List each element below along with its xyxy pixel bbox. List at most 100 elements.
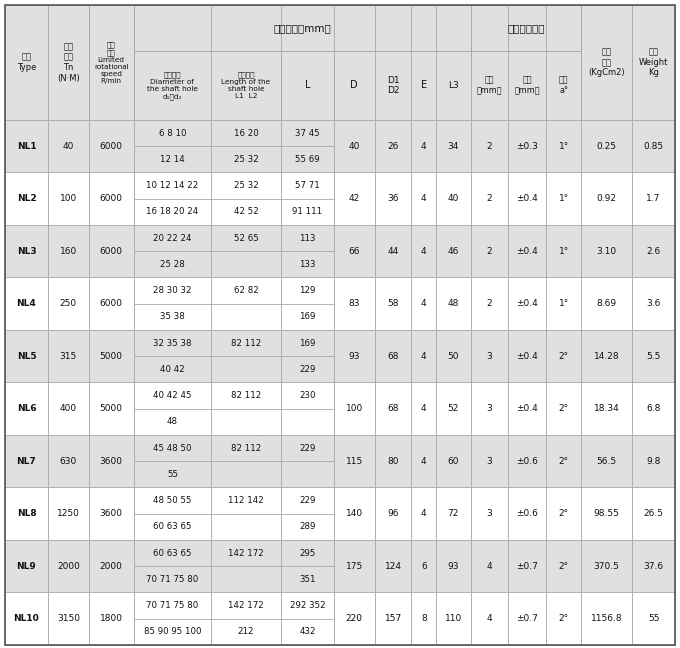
Bar: [375, 330, 411, 382]
Text: 157: 157: [384, 614, 402, 623]
Bar: [5, 120, 48, 172]
Text: 0.85: 0.85: [643, 142, 664, 150]
Bar: [48, 5, 89, 120]
Text: 25 28: 25 28: [160, 260, 185, 269]
Text: 70 71 75 80: 70 71 75 80: [146, 575, 199, 584]
Text: ±0.4: ±0.4: [516, 194, 538, 203]
Text: 轴孔直径
Diameter of
the shaft hole
d₁、d₂: 轴孔直径 Diameter of the shaft hole d₁、d₂: [147, 71, 198, 100]
Text: 3: 3: [486, 404, 492, 413]
Text: 4: 4: [421, 457, 426, 466]
Text: 4: 4: [421, 404, 426, 413]
Bar: [581, 382, 632, 435]
Text: 66: 66: [349, 247, 360, 256]
Text: 2.6: 2.6: [647, 247, 661, 256]
Bar: [89, 435, 134, 487]
Bar: [436, 51, 471, 120]
Bar: [546, 172, 581, 225]
Bar: [334, 592, 375, 645]
Bar: [89, 172, 134, 225]
Bar: [471, 5, 581, 51]
Bar: [211, 330, 281, 382]
Bar: [281, 382, 334, 435]
Text: 229: 229: [299, 365, 316, 374]
Text: 52: 52: [447, 404, 459, 413]
Text: 60 63 65: 60 63 65: [153, 522, 192, 531]
Bar: [375, 382, 411, 435]
Bar: [411, 592, 436, 645]
Bar: [471, 172, 507, 225]
Bar: [281, 330, 334, 382]
Bar: [89, 592, 134, 645]
Bar: [471, 592, 507, 645]
Text: 质量
Weight
Kg: 质量 Weight Kg: [639, 47, 668, 77]
Text: 1°: 1°: [558, 194, 568, 203]
Text: 124: 124: [385, 562, 402, 571]
Text: 2: 2: [486, 142, 492, 150]
Bar: [211, 592, 281, 645]
Text: 45 48 50: 45 48 50: [153, 444, 192, 452]
Bar: [5, 487, 48, 540]
Text: 4: 4: [421, 509, 426, 518]
Text: 5000: 5000: [100, 404, 122, 413]
Bar: [134, 51, 211, 120]
Bar: [334, 120, 375, 172]
Bar: [334, 172, 375, 225]
Bar: [546, 330, 581, 382]
Text: 229: 229: [299, 444, 316, 452]
Bar: [581, 120, 632, 172]
Text: 96: 96: [388, 509, 399, 518]
Text: 315: 315: [60, 352, 77, 361]
Text: 4: 4: [421, 352, 426, 361]
Text: ±0.6: ±0.6: [516, 509, 538, 518]
Text: D: D: [350, 80, 358, 91]
Bar: [581, 487, 632, 540]
Text: 40: 40: [447, 194, 459, 203]
Text: 62 82: 62 82: [234, 286, 258, 295]
Bar: [89, 330, 134, 382]
Text: 2°: 2°: [558, 457, 568, 466]
Text: 18.34: 18.34: [594, 404, 619, 413]
Text: 1800: 1800: [100, 614, 122, 623]
Bar: [581, 592, 632, 645]
Text: 0.92: 0.92: [596, 194, 617, 203]
Bar: [411, 120, 436, 172]
Text: 42: 42: [349, 194, 360, 203]
Text: 最大尺寸偏差: 最大尺寸偏差: [507, 23, 545, 33]
Text: NL2: NL2: [16, 194, 36, 203]
Text: 3: 3: [486, 457, 492, 466]
Text: 68: 68: [388, 352, 399, 361]
Text: 12 14: 12 14: [160, 155, 185, 164]
Bar: [48, 277, 89, 330]
Text: 6000: 6000: [100, 299, 122, 308]
Bar: [546, 592, 581, 645]
Text: 85 90 95 100: 85 90 95 100: [143, 627, 201, 636]
Text: 80: 80: [388, 457, 399, 466]
Text: 36: 36: [388, 194, 399, 203]
Text: 6: 6: [421, 562, 426, 571]
Bar: [89, 540, 134, 592]
Bar: [507, 172, 546, 225]
Bar: [281, 435, 334, 487]
Bar: [546, 120, 581, 172]
Bar: [507, 277, 546, 330]
Text: 142 172: 142 172: [228, 601, 264, 610]
Bar: [211, 225, 281, 277]
Text: 5000: 5000: [100, 352, 122, 361]
Text: 50: 50: [447, 352, 459, 361]
Text: 100: 100: [345, 404, 363, 413]
Text: 100: 100: [60, 194, 77, 203]
Text: 4: 4: [421, 299, 426, 308]
Bar: [48, 225, 89, 277]
Bar: [436, 330, 471, 382]
Text: 2: 2: [486, 194, 492, 203]
Bar: [48, 435, 89, 487]
Text: ±0.6: ±0.6: [516, 457, 538, 466]
Text: 35 38: 35 38: [160, 312, 185, 321]
Bar: [211, 172, 281, 225]
Bar: [89, 382, 134, 435]
Text: 25 32: 25 32: [234, 155, 258, 164]
Bar: [546, 540, 581, 592]
Bar: [546, 51, 581, 120]
Bar: [436, 120, 471, 172]
Text: 48: 48: [167, 417, 178, 426]
